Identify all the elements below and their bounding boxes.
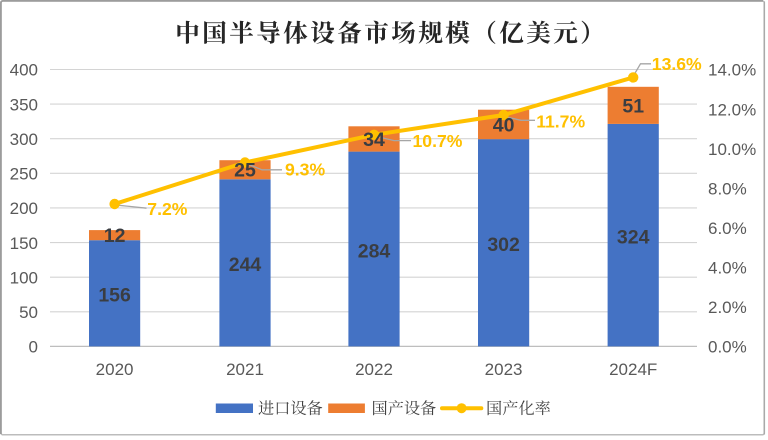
svg-text:10.0%: 10.0%	[708, 140, 756, 159]
svg-text:14.0%: 14.0%	[708, 61, 756, 80]
svg-text:51: 51	[622, 95, 644, 117]
svg-text:2021: 2021	[226, 360, 264, 379]
svg-text:6.0%: 6.0%	[708, 219, 747, 238]
svg-text:324: 324	[617, 227, 650, 249]
svg-text:34: 34	[363, 129, 385, 151]
svg-text:2023: 2023	[485, 360, 523, 379]
svg-text:11.7%: 11.7%	[536, 111, 585, 131]
svg-text:100: 100	[10, 268, 38, 287]
svg-text:156: 156	[98, 285, 131, 307]
svg-text:25: 25	[234, 160, 256, 182]
svg-text:12: 12	[104, 225, 126, 247]
svg-text:4.0%: 4.0%	[708, 259, 747, 278]
svg-text:244: 244	[229, 254, 262, 276]
svg-text:0: 0	[29, 338, 38, 357]
svg-text:0.0%: 0.0%	[708, 338, 747, 357]
svg-text:7.2%: 7.2%	[147, 199, 187, 219]
svg-text:200: 200	[10, 199, 38, 218]
svg-text:10.7%: 10.7%	[413, 131, 463, 151]
svg-text:2022: 2022	[355, 360, 393, 379]
svg-text:350: 350	[10, 95, 38, 114]
svg-text:13.6%: 13.6%	[652, 54, 702, 74]
svg-text:2020: 2020	[96, 360, 134, 379]
svg-text:300: 300	[10, 130, 38, 149]
svg-text:9.3%: 9.3%	[285, 159, 325, 179]
svg-text:150: 150	[10, 234, 38, 253]
svg-text:12.0%: 12.0%	[708, 100, 756, 119]
svg-text:2.0%: 2.0%	[708, 298, 747, 317]
svg-text:50: 50	[19, 303, 38, 322]
svg-text:400: 400	[10, 61, 38, 80]
svg-text:8.0%: 8.0%	[708, 179, 747, 198]
svg-text:284: 284	[358, 240, 391, 262]
svg-text:250: 250	[10, 165, 38, 184]
svg-text:302: 302	[487, 234, 520, 256]
svg-text:2024F: 2024F	[609, 360, 657, 379]
svg-text:40: 40	[493, 114, 515, 136]
